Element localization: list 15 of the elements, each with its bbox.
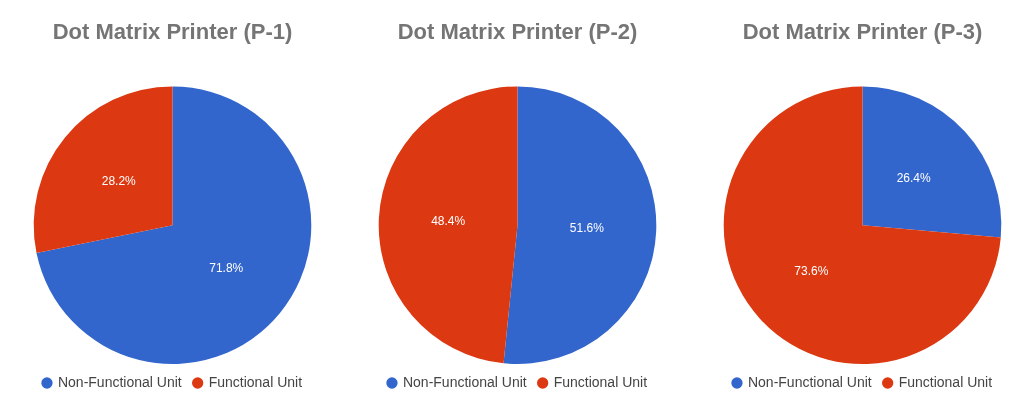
data-label: 73.6%: [794, 264, 829, 279]
legend-label: Functional Unit: [898, 373, 993, 390]
chart-title: Dot Matrix Printer (P-3): [742, 19, 983, 45]
legend-label: Non-Functional Unit: [57, 373, 182, 390]
legend-label: Functional Unit: [208, 373, 303, 390]
legend-label: Non-Functional Unit: [402, 373, 527, 390]
chart-title: Dot Matrix Printer (P-2): [397, 19, 638, 45]
data-label: 26.4%: [896, 170, 932, 185]
chart-title: Dot Matrix Printer (P-1): [52, 19, 293, 45]
legend-label: Non-Functional Unit: [747, 373, 872, 390]
data-label: 48.4%: [431, 214, 466, 229]
data-label: 71.8%: [209, 261, 244, 276]
data-label: 28.2%: [101, 173, 137, 188]
data-label: 51.6%: [569, 221, 605, 235]
legend-label: Functional Unit: [553, 373, 648, 390]
